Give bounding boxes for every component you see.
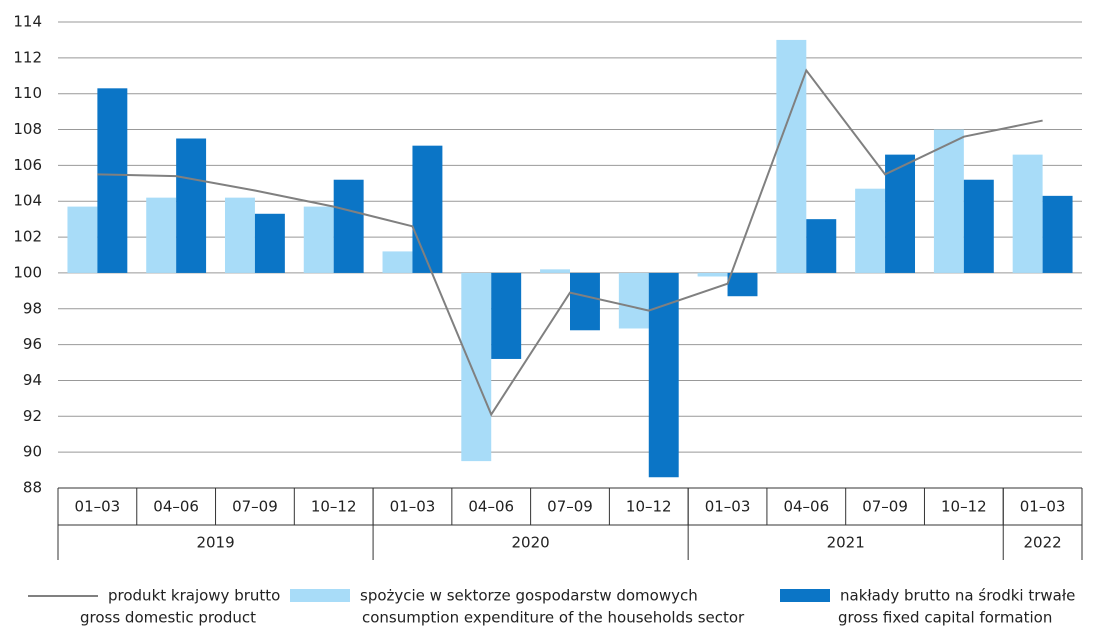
y-tick-label: 88 bbox=[23, 479, 42, 497]
x-tick-label: 04–06 bbox=[468, 498, 514, 516]
x-tick-label: 10–12 bbox=[941, 498, 987, 516]
y-tick-label: 110 bbox=[13, 84, 42, 102]
bar bbox=[963, 179, 994, 273]
bar bbox=[97, 88, 128, 273]
bar bbox=[1012, 154, 1043, 273]
bar bbox=[382, 251, 413, 273]
y-tick-label: 106 bbox=[13, 156, 42, 174]
x-tick-label: 07–09 bbox=[547, 498, 593, 516]
line bbox=[97, 68, 1043, 417]
bar bbox=[254, 213, 285, 273]
x-tick-label: 04–06 bbox=[783, 498, 829, 516]
group-label: 2022 bbox=[1024, 534, 1062, 552]
x-tick-label: 10–12 bbox=[311, 498, 357, 516]
bar bbox=[146, 197, 177, 273]
bar bbox=[491, 272, 522, 359]
legend-swatch bbox=[290, 589, 350, 602]
bar bbox=[224, 197, 255, 273]
y-tick-label: 90 bbox=[23, 443, 42, 461]
bar bbox=[333, 179, 364, 273]
y-tick-label: 94 bbox=[23, 371, 42, 389]
y-tick-label: 104 bbox=[13, 192, 42, 210]
x-tick-label: 01–03 bbox=[705, 498, 751, 516]
group-label: 2021 bbox=[827, 534, 865, 552]
bar bbox=[855, 188, 886, 273]
y-tick-label: 102 bbox=[13, 228, 42, 246]
group-label: 2020 bbox=[512, 534, 550, 552]
x-tick-label: 01–03 bbox=[1020, 498, 1066, 516]
x-tick-label: 01–03 bbox=[390, 498, 436, 516]
y-tick-label: 108 bbox=[13, 120, 42, 138]
y-tick-label: 112 bbox=[13, 48, 42, 66]
group-label: 2019 bbox=[196, 534, 234, 552]
x-tick-label: 04–06 bbox=[153, 498, 199, 516]
legend-swatch bbox=[780, 589, 830, 602]
bar bbox=[461, 272, 492, 462]
bar bbox=[648, 272, 679, 478]
bar bbox=[806, 219, 837, 273]
bar bbox=[885, 154, 916, 273]
bar bbox=[570, 272, 600, 331]
bar bbox=[540, 269, 570, 273]
x-tick-label: 07–09 bbox=[232, 498, 278, 516]
x-tick-label: 07–09 bbox=[862, 498, 908, 516]
bar bbox=[727, 272, 758, 297]
legend-label-en: gross domestic product bbox=[80, 609, 256, 627]
y-tick-label: 92 bbox=[23, 407, 42, 425]
bar bbox=[1042, 195, 1073, 273]
legend-label: spożycie w sektorze gospodarstw domowych bbox=[360, 587, 698, 605]
y-tick-label: 98 bbox=[23, 299, 42, 317]
bar bbox=[303, 206, 334, 273]
bar bbox=[933, 129, 964, 273]
y-tick-label: 100 bbox=[13, 263, 42, 281]
bar bbox=[618, 272, 649, 329]
legend-label: nakłady brutto na środki trwałe bbox=[840, 587, 1075, 605]
y-tick-label: 96 bbox=[23, 335, 42, 353]
legend-label: produkt krajowy brutto bbox=[108, 587, 280, 605]
x-tick-label: 10–12 bbox=[626, 498, 672, 516]
bar bbox=[176, 138, 207, 273]
x-tick-label: 01–03 bbox=[75, 498, 121, 516]
bar bbox=[776, 39, 807, 273]
bar bbox=[67, 206, 98, 273]
bar bbox=[412, 145, 443, 273]
y-tick-label: 114 bbox=[13, 13, 42, 31]
legend-label-en: consumption expenditure of the household… bbox=[362, 609, 745, 627]
legend-label-en: gross fixed capital formation bbox=[838, 609, 1052, 627]
bar bbox=[697, 272, 728, 277]
